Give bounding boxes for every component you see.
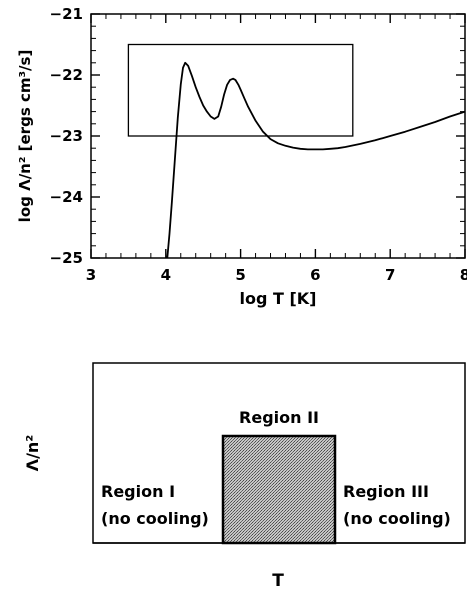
cooling-curve	[166, 61, 466, 259]
top-y-axis-label: log Λ/n² [ergs cm³/s]	[16, 50, 34, 223]
x-tick-label: 3	[86, 266, 96, 284]
region-i-sublabel: (no cooling)	[101, 509, 209, 528]
y-tick-label: −22	[50, 66, 83, 84]
y-tick-label: −24	[50, 188, 83, 206]
y-tick-label: −23	[50, 127, 83, 145]
x-tick-label: 5	[235, 266, 245, 284]
bottom-chart: Region II Region I (no cooling) Region I…	[23, 362, 466, 591]
region-ii-label: Region II	[239, 408, 319, 427]
x-tick-label: 4	[161, 266, 171, 284]
region-i-label: Region I	[101, 482, 175, 501]
region-iii-label: Region III	[343, 482, 429, 501]
bottom-y-axis-label: Λ/n²	[23, 435, 42, 472]
top-x-axis-label: log T [K]	[239, 289, 316, 308]
x-tick-label: 8	[460, 266, 467, 284]
annotation-rectangle	[127, 43, 354, 137]
x-tick-label: 7	[385, 266, 395, 284]
top-tick-labels: 3 4 5 6 7 8 −21 −22 −23 −24 −25	[50, 5, 467, 284]
y-tick-label: −21	[50, 5, 83, 23]
region-ii-fill	[221, 434, 337, 545]
bottom-x-axis-label: T	[272, 571, 284, 591]
region-iii-sublabel: (no cooling)	[343, 509, 451, 528]
x-tick-label: 6	[310, 266, 320, 284]
top-axis-ticks	[90, 13, 466, 259]
y-tick-label: −25	[50, 249, 83, 267]
top-chart: 3 4 5 6 7 8 −21 −22 −23 −24 −25 log T [K] log Λ/n²…	[16, 5, 467, 308]
